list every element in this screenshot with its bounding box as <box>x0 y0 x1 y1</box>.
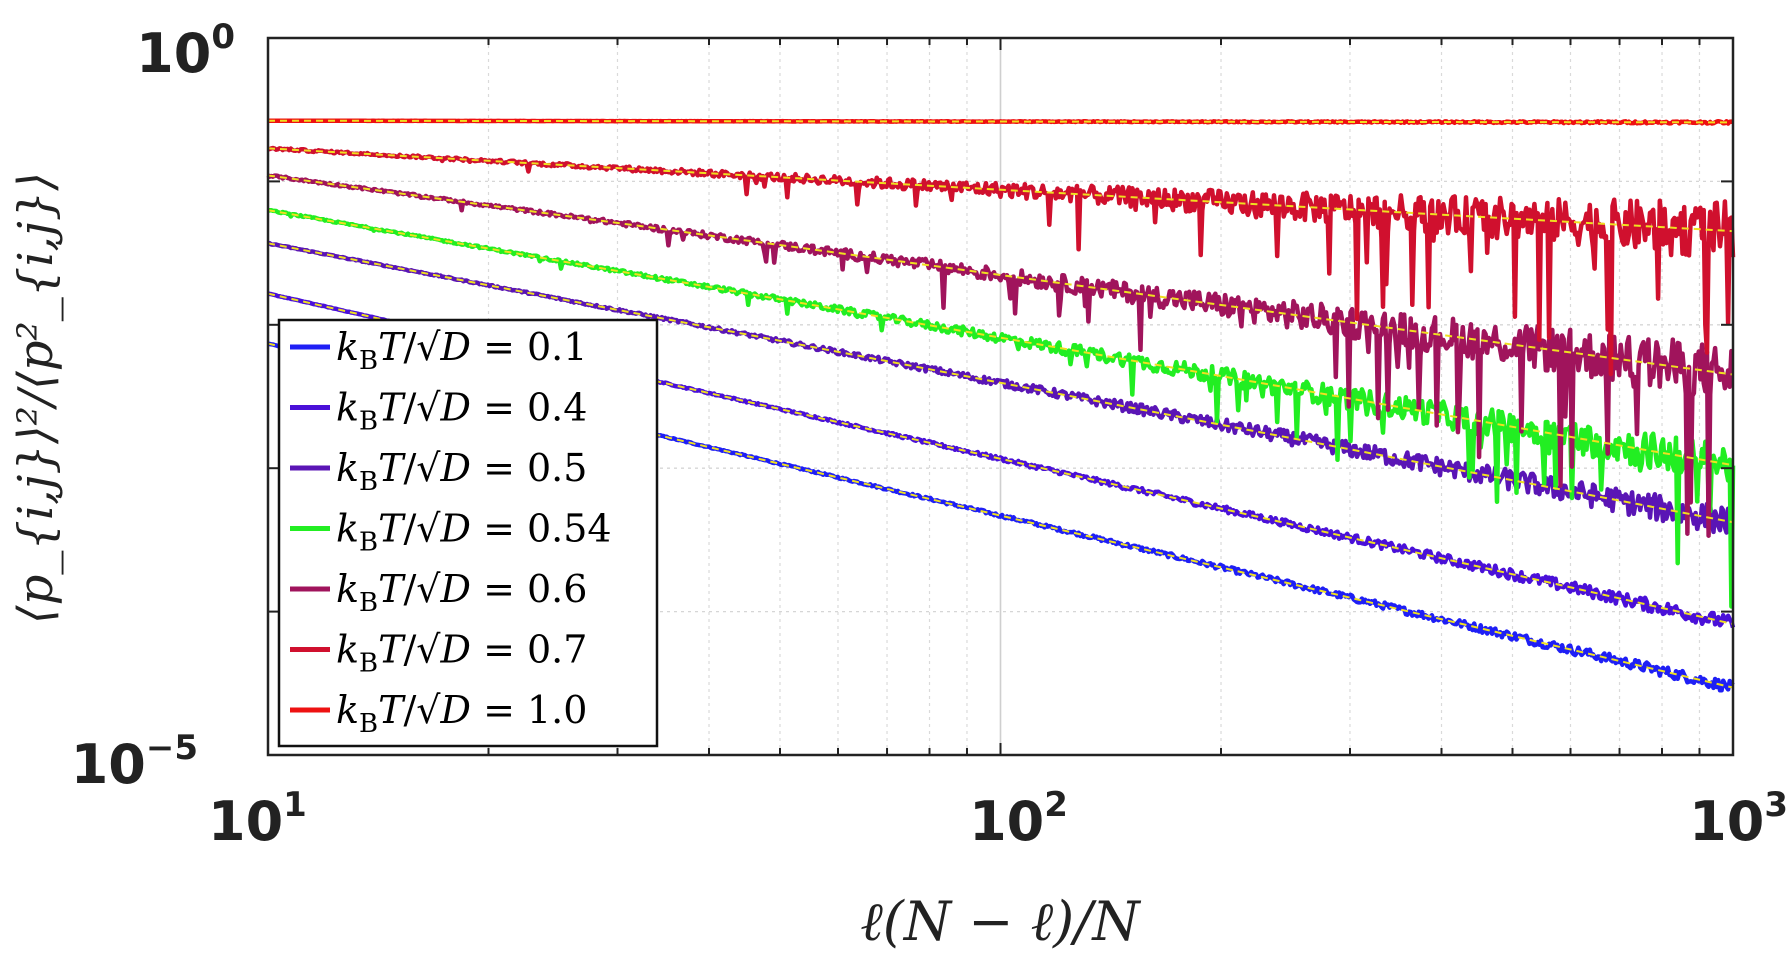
legend-label-0.4: kBT/√D = 0.4 <box>336 386 587 437</box>
y-axis-label: ⟨p_{i,j}⟩²/⟨p²_{i,j}⟩ <box>8 172 64 624</box>
series-layer <box>266 118 1736 693</box>
fit-line-0.4 <box>267 292 1734 625</box>
x-axis-label: ℓ(N − ℓ)/N <box>860 890 1141 953</box>
series-line-0.5 <box>267 240 1735 535</box>
legend: kBT/√D = 0.1 kBT/√D = 0.4 kBT/√D = 0.5 kBT/… <box>277 318 659 748</box>
legend-label-1.0: kBT/√D = 1.0 <box>336 688 587 739</box>
legend-label-0.54: kBT/√D = 0.54 <box>336 507 612 558</box>
fit-line-0.7 <box>267 147 1734 233</box>
legend-label-0.1: kBT/√D = 0.1 <box>336 325 587 376</box>
axes: 101 102 103 100 10−5 <box>71 17 1788 853</box>
legend-label-0.5: kBT/√D = 0.5 <box>336 446 587 497</box>
x-tick-label: 102 <box>969 785 1068 853</box>
x-tick-label: 103 <box>1689 785 1788 853</box>
legend-label-0.7: kBT/√D = 0.7 <box>336 628 587 679</box>
legend-label-0.6: kBT/√D = 0.6 <box>336 567 587 618</box>
fit-line-1.0 <box>267 119 1734 124</box>
legend-box <box>277 318 659 748</box>
y-tick-label: 100 <box>136 17 235 85</box>
fit-line-0.6 <box>267 174 1734 376</box>
x-tick-label: 101 <box>208 785 307 853</box>
series-line-0.6 <box>266 173 1735 538</box>
fit-line-0.1 <box>267 342 1734 689</box>
series-line-0.54 <box>267 207 1736 609</box>
fit-line-0.54 <box>267 209 1734 467</box>
series-line-0.7 <box>267 145 1736 377</box>
y-tick-label: 10−5 <box>71 728 198 796</box>
fit-line-0.5 <box>267 242 1734 524</box>
